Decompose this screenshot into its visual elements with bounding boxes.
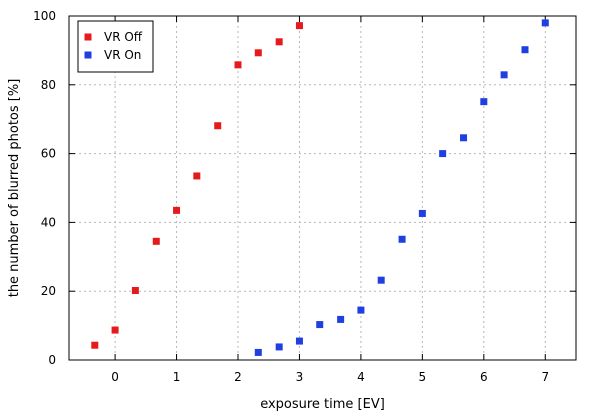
legend-marker [84,51,92,59]
x-tick-label: 6 [480,370,488,384]
y-tick-label: 80 [41,78,56,92]
legend-marker [84,33,92,41]
y-tick-label: 60 [41,147,56,161]
legend-label: VR On [104,48,141,62]
data-point-series-1 [152,237,160,245]
x-tick-label: 4 [357,370,365,384]
data-point-series-1 [131,287,139,295]
data-point-series-2 [460,134,468,142]
data-point-series-1 [173,206,181,214]
data-point-series-1 [295,22,303,30]
data-point-series-1 [214,122,222,130]
data-point-series-2 [439,150,447,158]
y-tick-label: 40 [41,215,56,229]
grid-lines [69,15,576,361]
data-point-series-2 [337,315,345,323]
y-tick-label: 100 [33,9,56,23]
x-axis-label: exposure time [EV] [260,397,385,412]
legend-label: VR Off [104,30,143,44]
data-point-series-2 [295,337,303,345]
y-tick-label: 0 [48,353,56,367]
data-point-series-1 [111,326,119,334]
x-tick-label: 0 [111,370,119,384]
data-points [91,19,549,356]
data-point-series-2 [316,321,324,329]
data-point-series-2 [357,306,365,314]
y-axis-label: the number of blurred photos [%] [7,79,22,298]
data-point-series-2 [275,343,283,351]
data-point-series-1 [234,61,242,69]
data-point-series-2 [541,19,549,27]
data-point-series-2 [398,235,406,243]
data-point-series-1 [91,341,99,349]
x-tick-label: 3 [296,370,304,384]
data-point-series-2 [418,209,426,217]
y-tick-label: 20 [41,284,56,298]
legend-box [77,20,154,73]
data-point-series-2 [377,276,385,284]
data-point-series-2 [480,98,488,106]
axis-tick-labels: 0 1 2 3 4 5 6 7 0 20 40 60 80 100 [33,9,549,384]
plot-area-frame [68,15,577,361]
data-point-series-1 [275,38,283,46]
data-point-series-1 [193,172,201,180]
x-tick-label: 2 [234,370,242,384]
data-point-series-1 [254,49,262,57]
data-point-series-2 [500,71,508,79]
data-point-series-2 [254,348,262,356]
data-point-series-2 [521,46,529,54]
legend: VR Off VR On [77,20,154,73]
x-tick-label: 7 [541,370,549,384]
axis-ticks [69,15,576,361]
x-tick-label: 1 [173,370,181,384]
x-tick-label: 5 [419,370,427,384]
